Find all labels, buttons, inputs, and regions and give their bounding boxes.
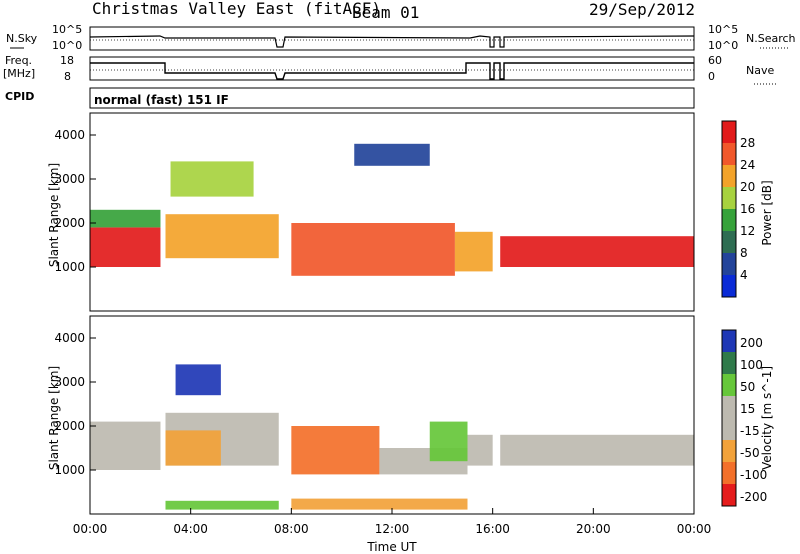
velocity-colorbar-swatch	[722, 440, 736, 462]
beam-label: Beam 01	[352, 3, 419, 22]
power-echo-band	[165, 214, 279, 259]
nsearch-label: N.Search	[746, 32, 796, 45]
velocity-y-tick-label: 4000	[54, 331, 85, 345]
velocity-echo-band	[291, 498, 468, 510]
nsky-label: N.Sky	[6, 32, 38, 45]
noise-strip: N.Sky 10^5 10^0 10^5 10^0 N.Search	[6, 23, 796, 52]
power-plot-frame	[89, 112, 695, 312]
velocity-y-axis-label: Slant Range [km]	[47, 366, 61, 470]
power-colorbar-swatch	[722, 187, 736, 209]
velocity-colorbar-swatch	[722, 374, 736, 396]
power-panel: 4000 3000 2000 1000	[54, 112, 695, 312]
velocity-echo-band	[165, 430, 221, 466]
power-colorbar-tick-label: 4	[740, 268, 748, 282]
power-colorbar-swatch	[722, 165, 736, 187]
power-colorbar-swatch	[722, 209, 736, 231]
freq-tick-high: 18	[60, 54, 74, 67]
velocity-y-tick-label: 1000	[54, 463, 85, 477]
power-echo-band	[170, 161, 254, 197]
velocity-colorbar: 200 100 50 15 -15 -50 -100 -200	[721, 329, 767, 507]
power-y-tick-label: 4000	[54, 128, 85, 142]
x-tick-label: 12:00	[375, 522, 410, 536]
power-colorbar-swatch	[722, 121, 736, 143]
nsearch-tick-low: 10^0	[708, 39, 738, 52]
nave-label: Nave	[746, 64, 774, 77]
velocity-echo-band	[175, 364, 221, 396]
nsearch-tick-high: 10^5	[708, 23, 738, 36]
freq-label-line1: Freq.	[5, 54, 32, 67]
velocity-colorbar-swatch	[722, 330, 736, 352]
velocity-echo-band	[291, 426, 380, 475]
velocity-colorbar-tick-label: 15	[740, 402, 755, 416]
x-axis-label: Time UT	[366, 540, 417, 554]
x-tick-label: 16:00	[475, 522, 510, 536]
power-colorbar-frame	[721, 120, 737, 298]
velocity-colorbar-swatch	[722, 462, 736, 484]
nsky-tick-low: 10^0	[52, 39, 82, 52]
velocity-colorbar-swatch	[722, 352, 736, 374]
velocity-echo-band	[467, 434, 493, 466]
power-colorbar-tick-label: 12	[740, 224, 755, 238]
velocity-colorbar-swatch	[722, 418, 736, 440]
power-colorbar-swatch	[722, 231, 736, 253]
velocity-echo-band	[90, 421, 161, 470]
freq-label-line2: [MHz]	[3, 67, 35, 80]
cpid-label: CPID	[5, 90, 34, 103]
velocity-colorbar-frame	[721, 329, 737, 507]
velocity-colorbar-tick-label: -200	[740, 490, 767, 504]
power-y-axis-label: Slant Range [km]	[47, 163, 61, 267]
velocity-colorbar-tick-label: 200	[740, 336, 763, 350]
x-tick-label: 08:00	[274, 522, 309, 536]
power-echo-band	[354, 143, 430, 166]
power-colorbar-tick-label: 16	[740, 202, 755, 216]
velocity-colorbar-tick-label: -50	[740, 446, 760, 460]
date-label: 29/Sep/2012	[589, 0, 695, 19]
power-echo-band	[90, 227, 161, 267]
x-tick-label: 00:00	[677, 522, 712, 536]
nave-tick-low: 0	[708, 70, 715, 83]
cpid-strip	[89, 87, 695, 109]
plot-title: Christmas Valley East (fitACF)	[92, 0, 381, 18]
power-colorbar-tick-label: 28	[740, 136, 755, 150]
power-echo-band	[500, 236, 694, 267]
nsky-tick-high: 10^5	[52, 23, 82, 36]
freq-tick-low: 8	[64, 70, 71, 83]
power-colorbar-swatch	[722, 275, 736, 297]
velocity-colorbar-tick-label: 100	[740, 358, 763, 372]
power-colorbar-tick-label: 20	[740, 180, 755, 194]
nsky-trace	[89, 35, 695, 48]
velocity-echo-band	[165, 500, 279, 510]
cpid-value: normal (fast) 151 IF	[94, 93, 229, 107]
velocity-colorbar-tick-label: 50	[740, 380, 755, 394]
freq-trace	[90, 62, 694, 80]
power-y-tick-label: 3000	[54, 172, 85, 186]
power-y-tick-label: 2000	[54, 216, 85, 230]
power-echo-band	[90, 209, 161, 228]
velocity-panel: 4000 3000 2000 1000 00:00 04:00 08:00 12:00 16:0…	[54, 315, 712, 536]
x-tick-label: 04:00	[173, 522, 208, 536]
velocity-colorbar-label: Velocity [m s^-1]	[760, 366, 774, 470]
velocity-colorbar-tick-label: -100	[740, 468, 767, 482]
power-colorbar-label: Power [dB]	[760, 180, 774, 245]
power-y-tick-label: 1000	[54, 260, 85, 274]
velocity-colorbar-swatch	[722, 396, 736, 418]
velocity-echo-band	[500, 434, 694, 466]
velocity-colorbar-tick-label: -15	[740, 424, 760, 438]
velocity-y-tick-label: 3000	[54, 375, 85, 389]
power-colorbar: 28 24 20 16 12 8 4	[721, 120, 755, 298]
nave-tick-high: 60	[708, 54, 722, 67]
velocity-y-tick-label: 2000	[54, 419, 85, 433]
power-colorbar-swatch	[722, 253, 736, 275]
power-echo-band	[291, 223, 455, 276]
velocity-colorbar-swatch	[722, 484, 736, 506]
velocity-echo-band	[429, 421, 468, 462]
x-tick-label: 00:00	[73, 522, 108, 536]
power-echo-band	[454, 231, 493, 272]
power-colorbar-tick-label: 24	[740, 158, 755, 172]
frequency-strip: Freq. [MHz] 18 8 60 0 Nave	[3, 54, 776, 85]
power-colorbar-tick-label: 8	[740, 246, 748, 260]
x-tick-label: 20:00	[576, 522, 611, 536]
power-colorbar-swatch	[722, 143, 736, 165]
